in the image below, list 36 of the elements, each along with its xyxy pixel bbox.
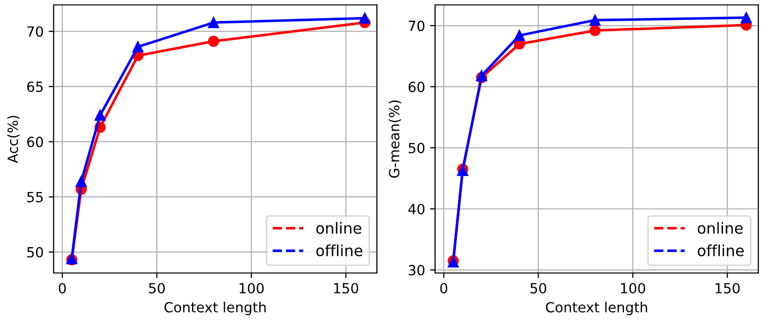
legend-label: offline (698, 244, 744, 256)
point (94, 110, 106, 121)
x-tick-label: 50 (149, 282, 165, 294)
y-axis-title: G-mean(%) (388, 100, 402, 178)
y-tick-label: 40 (408, 204, 424, 214)
legend-label: offline (316, 244, 362, 256)
y-tick-label: 70 (408, 20, 424, 32)
x-tick-label: 100 (240, 282, 264, 294)
x-tick-label: 150 (716, 282, 740, 294)
y-tick-label: 65 (27, 81, 43, 92)
y-tick-label: 60 (408, 82, 424, 92)
y-tick-label: 50 (408, 142, 424, 154)
point (76, 176, 87, 187)
y-tick-label: 55 (27, 192, 43, 202)
y-tick-label: 70 (27, 26, 43, 37)
point (514, 30, 525, 41)
point (740, 12, 752, 24)
point (132, 41, 144, 52)
point (359, 12, 370, 24)
y-tick-label: 60 (27, 136, 43, 148)
y-tick-label: 50 (27, 247, 43, 258)
x-axis-title: Context length (546, 302, 648, 316)
point (589, 24, 601, 36)
y-tick-label: 30 (408, 264, 424, 276)
legend-label: online (316, 222, 362, 234)
legend-label: online (698, 222, 743, 234)
point (208, 16, 220, 28)
x-tick-label: 100 (621, 282, 646, 294)
point (589, 14, 601, 26)
x-axis-title: Context length (164, 302, 266, 316)
point (208, 36, 220, 47)
x-tick-label: 0 (58, 282, 66, 294)
x-tick-label: 0 (440, 282, 448, 294)
y-axis-title: Acc(%) (7, 116, 20, 164)
x-tick-label: 50 (530, 282, 546, 294)
x-tick-label: 150 (334, 282, 358, 294)
